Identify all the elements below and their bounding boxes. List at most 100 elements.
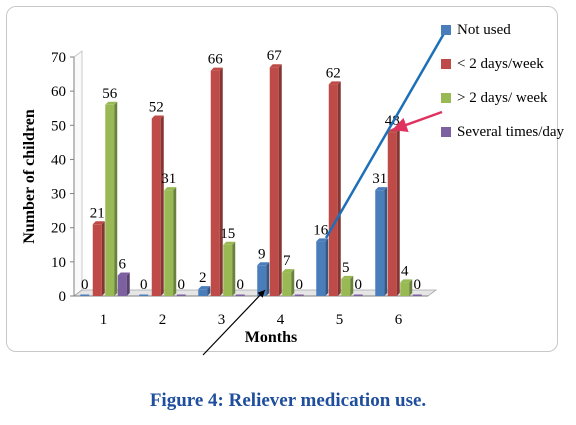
legend-item-several-times: Several times/day	[441, 122, 566, 143]
data-label: 16	[313, 222, 329, 238]
y-tick-label: 40	[51, 152, 66, 168]
bar	[412, 294, 422, 296]
data-label: 7	[283, 253, 291, 269]
legend-swatch-less-2-days	[441, 59, 451, 69]
data-label: 31	[372, 171, 387, 187]
annotation-arrow-pink	[391, 110, 443, 132]
bar	[235, 294, 245, 296]
bar	[316, 241, 326, 296]
data-label: 0	[237, 277, 245, 293]
bar-side	[126, 272, 130, 296]
data-label: 4	[401, 263, 409, 279]
bar	[105, 104, 115, 296]
legend-item-not-used: Not used	[441, 20, 566, 41]
bar-side	[173, 187, 177, 296]
bar	[92, 224, 102, 296]
bar-side	[278, 64, 282, 296]
side-wall	[73, 50, 83, 297]
bar-top	[282, 269, 295, 273]
data-label: 0	[81, 277, 89, 293]
data-label: 2	[199, 270, 207, 286]
legend-item-less-2-days: < 2 days/week	[441, 54, 566, 75]
data-label: 21	[90, 205, 105, 221]
bar-side	[101, 221, 105, 296]
y-tick-label: 0	[59, 289, 67, 305]
x-tick-label: 4	[277, 312, 285, 328]
bar-top	[151, 115, 164, 119]
bar-side	[160, 115, 164, 296]
bar-side	[409, 279, 413, 296]
bar	[198, 289, 208, 296]
data-label: 56	[102, 86, 118, 102]
legend-swatch-several-times	[441, 127, 451, 137]
bar	[80, 294, 90, 296]
bar-top	[164, 187, 177, 191]
data-label: 5	[342, 260, 350, 276]
x-tick-label: 2	[159, 312, 167, 328]
bar-side	[114, 101, 118, 296]
bar-top	[92, 221, 105, 225]
x-axis-title: Months	[245, 329, 297, 346]
bar-top	[210, 67, 223, 71]
bar	[210, 70, 220, 297]
bar	[269, 67, 279, 296]
legend-label-not-used: Not used	[457, 22, 511, 38]
legend-swatch-more-2-days	[441, 93, 451, 103]
data-label: 0	[296, 277, 304, 293]
y-tick-label: 20	[51, 221, 66, 237]
data-label: 62	[326, 65, 341, 81]
data-label: 31	[161, 171, 176, 187]
bar	[375, 190, 385, 296]
bar-top	[223, 241, 236, 245]
bar-side	[266, 262, 270, 296]
legend-item-more-2-days: > 2 days/ week	[441, 88, 566, 109]
data-label: 66	[208, 52, 224, 68]
x-tick-label: 1	[100, 312, 108, 328]
legend-label-less-2-days: < 2 days/week	[457, 56, 544, 72]
x-tick-label: 3	[218, 312, 226, 328]
bar-top	[269, 64, 282, 68]
bar-top	[105, 101, 118, 105]
data-label: 52	[149, 99, 164, 115]
bar-top	[375, 187, 388, 191]
bar	[223, 244, 233, 296]
bar	[176, 294, 186, 296]
y-tick-label: 60	[51, 84, 66, 100]
legend-swatch-not-used	[441, 25, 451, 35]
bar	[117, 275, 127, 296]
bar	[151, 118, 161, 296]
legend: Not used < 2 days/week > 2 days/ week Se…	[441, 20, 566, 156]
bar	[328, 84, 338, 296]
bar-top	[257, 262, 270, 266]
data-label: 67	[267, 48, 283, 64]
bar-top	[198, 286, 211, 290]
bar	[400, 282, 410, 296]
bar-side	[350, 275, 354, 296]
bar-side	[219, 67, 223, 297]
y-tick-label: 70	[51, 50, 66, 66]
data-label: 9	[258, 246, 266, 262]
bar	[294, 294, 304, 296]
annotation-arrow-black	[202, 289, 266, 356]
annotation-line-blue	[324, 29, 448, 239]
figure-caption: Figure 4: Reliever medication use.	[149, 390, 427, 411]
bar-side	[337, 81, 341, 296]
bar-side	[207, 286, 211, 296]
legend-label-more-2-days: > 2 days/ week	[457, 90, 548, 106]
y-tick-label: 50	[51, 118, 66, 134]
bar-side	[291, 269, 295, 296]
y-tick-label: 10	[51, 255, 66, 271]
data-label: 6	[119, 257, 127, 273]
bar-top	[328, 81, 341, 85]
bar-top	[316, 238, 329, 242]
bar-top	[341, 275, 354, 279]
bar-side	[325, 238, 329, 296]
bar-top	[400, 279, 413, 283]
bar	[282, 272, 292, 296]
bar-side	[384, 187, 388, 296]
bar	[257, 265, 267, 296]
data-label: 0	[355, 277, 363, 293]
bar-side	[232, 241, 236, 296]
bar-top	[117, 272, 130, 276]
bar	[341, 278, 351, 296]
